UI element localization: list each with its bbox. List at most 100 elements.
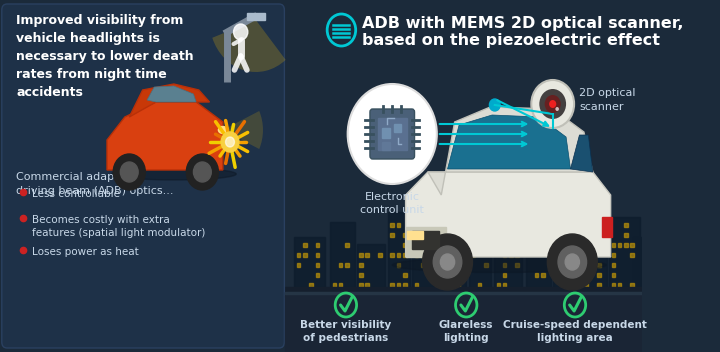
Bar (516, 283, 519, 287)
Wedge shape (212, 20, 286, 72)
Ellipse shape (112, 168, 236, 180)
Bar (611, 223, 615, 227)
Bar (497, 273, 500, 277)
Bar (478, 243, 482, 247)
Bar (633, 237, 647, 292)
Bar (441, 202, 467, 292)
Polygon shape (448, 115, 570, 169)
Bar (624, 263, 628, 267)
Bar (366, 273, 369, 277)
Bar (497, 223, 500, 227)
Bar (541, 273, 545, 277)
Bar (333, 273, 336, 277)
Bar (433, 283, 437, 287)
Polygon shape (428, 107, 593, 195)
Bar (433, 263, 437, 267)
Circle shape (221, 132, 239, 152)
Bar (397, 243, 400, 247)
Bar (478, 283, 482, 287)
Bar (450, 263, 454, 267)
Bar (591, 253, 595, 257)
Bar (574, 213, 577, 217)
Polygon shape (405, 172, 611, 257)
Text: Loses power as heat: Loses power as heat (32, 247, 139, 257)
Bar (636, 273, 639, 277)
Bar (574, 233, 577, 237)
Bar (394, 124, 401, 132)
Bar (444, 233, 448, 237)
Bar (528, 263, 532, 267)
Circle shape (423, 234, 472, 290)
Bar (415, 243, 418, 247)
Bar (285, 292, 642, 352)
Bar (609, 217, 640, 292)
Bar (433, 253, 437, 257)
Circle shape (558, 246, 587, 278)
Ellipse shape (218, 126, 228, 133)
Circle shape (120, 162, 138, 182)
Bar (630, 243, 634, 247)
Bar (415, 273, 418, 277)
FancyBboxPatch shape (1, 4, 284, 348)
Circle shape (565, 254, 580, 270)
Circle shape (348, 84, 437, 184)
Bar (420, 273, 424, 277)
Circle shape (441, 254, 454, 270)
Bar (388, 212, 410, 292)
Text: based on the piezoelectric effect: based on the piezoelectric effect (362, 33, 660, 48)
Bar (503, 283, 506, 287)
Bar (636, 263, 639, 267)
Bar (509, 263, 513, 267)
Bar (555, 223, 559, 227)
Bar (315, 243, 319, 247)
Bar (359, 273, 363, 277)
Bar (562, 253, 565, 257)
Bar (408, 231, 423, 239)
Bar (427, 283, 431, 287)
Bar (403, 273, 407, 277)
Bar (555, 283, 559, 287)
Bar (516, 223, 519, 227)
Bar (509, 233, 513, 237)
Bar (397, 263, 400, 267)
Bar (285, 295, 642, 297)
Text: Commercial adaptable
driving beam (ADB) optics...: Commercial adaptable driving beam (ADB) … (16, 172, 174, 196)
Bar (450, 243, 454, 247)
Bar (372, 263, 375, 267)
Bar (450, 233, 454, 237)
Bar (469, 232, 491, 292)
Wedge shape (223, 111, 263, 149)
Bar (285, 292, 642, 294)
Bar (456, 283, 460, 287)
Polygon shape (130, 84, 210, 117)
Polygon shape (147, 86, 196, 102)
Text: Becomes costly with extra
features (spatial light modulator): Becomes costly with extra features (spat… (32, 215, 205, 238)
Bar (568, 263, 572, 267)
Bar (516, 243, 519, 247)
Bar (415, 283, 418, 287)
Circle shape (433, 246, 462, 278)
Bar (382, 142, 390, 150)
Bar (330, 222, 355, 292)
Circle shape (555, 107, 559, 111)
Bar (333, 283, 336, 287)
Bar (503, 223, 506, 227)
Bar (415, 263, 418, 267)
Bar (420, 283, 424, 287)
Bar (397, 273, 400, 277)
Bar (516, 263, 519, 267)
Bar (310, 253, 313, 257)
Bar (574, 263, 577, 267)
Bar (297, 253, 300, 257)
Text: 2D optical
scanner: 2D optical scanner (580, 88, 636, 112)
FancyBboxPatch shape (370, 109, 415, 159)
Bar (427, 263, 431, 267)
Bar (359, 263, 363, 267)
Bar (359, 253, 363, 257)
Bar (338, 243, 342, 247)
Bar (526, 242, 551, 292)
Bar (359, 283, 363, 287)
Bar (412, 231, 438, 249)
Bar (624, 283, 628, 287)
Bar (310, 263, 313, 267)
